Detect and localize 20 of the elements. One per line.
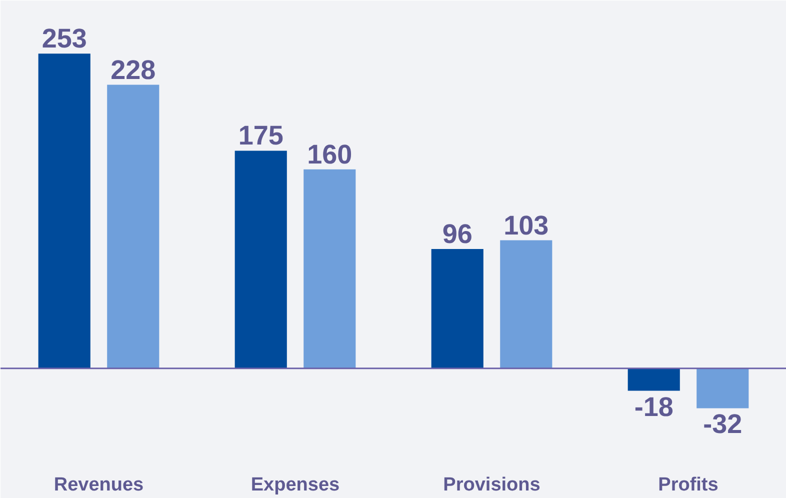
bar [500, 240, 552, 368]
data-label: 175 [238, 120, 284, 151]
data-label: 253 [42, 24, 87, 54]
data-label: 160 [307, 139, 352, 170]
bar [234, 150, 287, 368]
bar [628, 368, 680, 391]
x-tick-label: Provisions [443, 474, 540, 496]
x-tick-label: Revenues [54, 474, 144, 496]
bar [38, 54, 90, 368]
bar [107, 84, 160, 368]
data-label: 96 [442, 218, 472, 249]
x-tick-label: Expenses [250, 474, 340, 496]
data-label: 228 [110, 54, 156, 85]
bar [696, 368, 749, 408]
data-label: -32 [703, 409, 742, 440]
data-label: -18 [634, 392, 674, 422]
bar [304, 169, 356, 368]
bar [431, 248, 484, 368]
x-tick-label: Profits [658, 474, 718, 496]
data-label: 103 [504, 210, 549, 240]
